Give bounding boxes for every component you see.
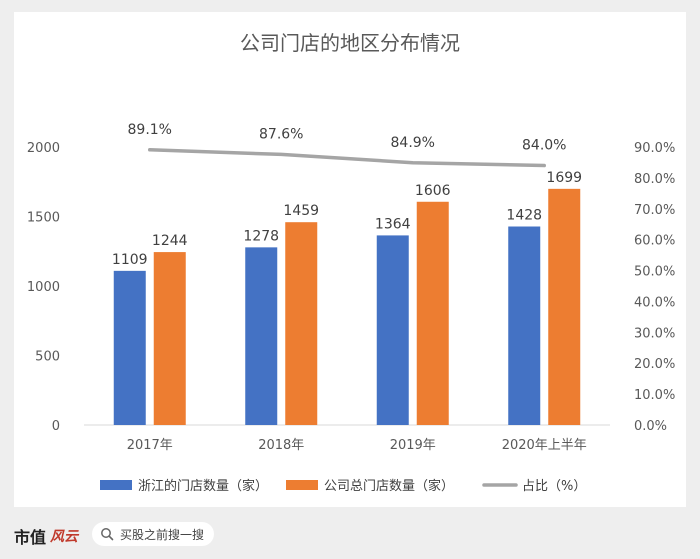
y-left-tick-label: 500 bbox=[35, 350, 60, 365]
bar-data-label: 1364 bbox=[375, 216, 411, 232]
bar-data-label: 1606 bbox=[415, 183, 451, 199]
y-right-tick-label: 80.0% bbox=[634, 172, 675, 187]
x-tick-label: 2020年上半年 bbox=[502, 438, 587, 453]
bar-data-label: 1278 bbox=[243, 228, 279, 244]
y-left-tick-label: 0 bbox=[52, 419, 60, 434]
y-left-tick-label: 2000 bbox=[27, 141, 60, 156]
ratio-data-label: 87.6% bbox=[259, 126, 303, 142]
chart-title: 公司门店的地区分布情况 bbox=[240, 31, 460, 55]
chart-card: 公司门店的地区分布情况 0 500 1000 1500 2000 0.0% 10.0% 20.0… bbox=[14, 12, 686, 507]
y-left-tick-label: 1500 bbox=[27, 211, 60, 226]
y-right-tick-label: 90.0% bbox=[634, 141, 675, 156]
bar-zhejiang bbox=[508, 226, 541, 425]
brand-name: 市值 bbox=[14, 528, 47, 547]
y-right-tick-label: 40.0% bbox=[634, 295, 675, 310]
search-placeholder: 买股之前搜一搜 bbox=[120, 527, 205, 542]
brand-mark: 风云 bbox=[50, 529, 79, 545]
bar-total bbox=[153, 252, 186, 425]
bar-data-label: 1109 bbox=[112, 252, 148, 268]
ratio-data-label: 89.1% bbox=[128, 122, 172, 138]
ratio-line bbox=[148, 148, 546, 168]
bar-total bbox=[285, 222, 318, 425]
ratio-data-label: 84.9% bbox=[391, 135, 435, 151]
search-input[interactable]: 买股之前搜一搜 bbox=[92, 522, 214, 546]
ratio-data-label: 84.0% bbox=[522, 138, 566, 154]
bar-data-label: 1699 bbox=[546, 170, 582, 186]
y-right-tick-label: 0.0% bbox=[634, 419, 667, 434]
bar-zhejiang bbox=[113, 270, 146, 425]
legend-label: 浙江的门店数量（家） bbox=[138, 478, 268, 494]
bar-data-label: 1244 bbox=[152, 233, 188, 249]
y-right-tick-label: 70.0% bbox=[634, 203, 675, 218]
search-icon bbox=[101, 528, 114, 541]
y-right-tick-label: 10.0% bbox=[634, 388, 675, 403]
y-right-tick-label: 60.0% bbox=[634, 234, 675, 249]
bar-total bbox=[548, 188, 581, 425]
x-tick-label: 2018年 bbox=[258, 438, 304, 453]
x-tick-label: 2017年 bbox=[127, 438, 173, 453]
legend-swatch bbox=[100, 480, 132, 490]
legend-label: 公司总门店数量（家） bbox=[324, 478, 454, 494]
bar-data-label: 1459 bbox=[283, 203, 319, 219]
y-right-tick-label: 20.0% bbox=[634, 357, 675, 372]
footer: 市值 风云 买股之前搜一搜 bbox=[0, 509, 700, 559]
y-left-tick-label: 1000 bbox=[27, 280, 60, 295]
y-right-tick-label: 50.0% bbox=[634, 265, 675, 280]
bar-total bbox=[416, 201, 449, 425]
bar-zhejiang bbox=[245, 247, 278, 425]
y-right-tick-label: 30.0% bbox=[634, 326, 675, 341]
chart-svg: 公司门店的地区分布情况 0 500 1000 1500 2000 0.0% 10.0% 20.0… bbox=[27, 31, 675, 494]
legend-label: 占比（%） bbox=[522, 479, 586, 494]
x-tick-label: 2019年 bbox=[390, 438, 436, 453]
bar-zhejiang bbox=[376, 235, 409, 425]
bar-data-label: 1428 bbox=[506, 208, 542, 224]
legend-swatch bbox=[286, 480, 318, 490]
brand-logo[interactable]: 市值 风云 bbox=[14, 524, 80, 548]
